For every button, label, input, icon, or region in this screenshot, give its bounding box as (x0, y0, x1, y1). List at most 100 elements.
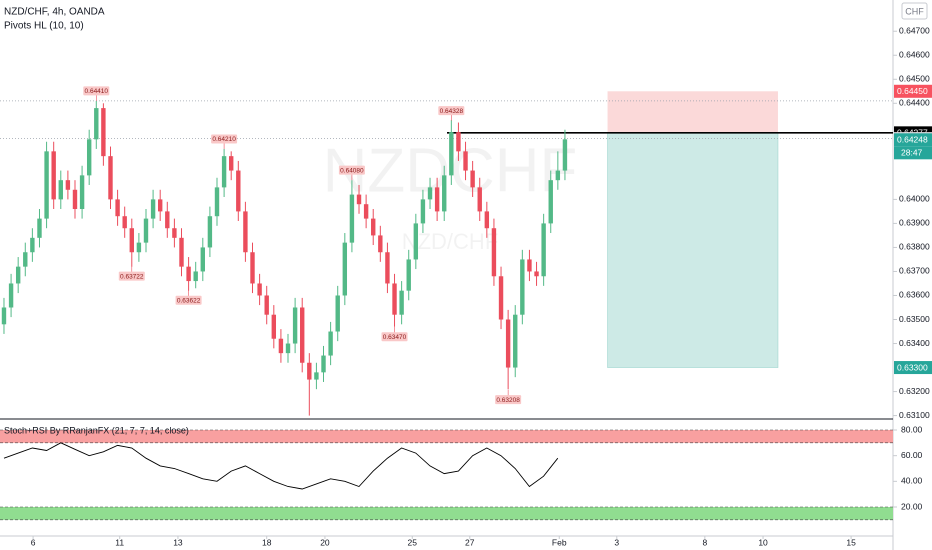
x-tick-label: 13 (173, 537, 183, 547)
candle-body (143, 218, 149, 243)
price-badge-label: 0.64450 (897, 86, 928, 96)
y-tick-label: 0.64600 (899, 50, 930, 60)
candle-body (221, 156, 227, 188)
currency-label[interactable]: CHF (905, 6, 924, 16)
candle-body (8, 283, 14, 308)
candle-body (292, 307, 298, 344)
candle-body (150, 199, 156, 219)
pivot-badge (338, 165, 365, 175)
x-tick-label: Feb (552, 537, 567, 547)
x-tick-label: 6 (31, 537, 36, 547)
candle-body (363, 204, 369, 219)
y-tick-label: 60.00 (901, 450, 923, 460)
candle-body (371, 218, 376, 236)
plot: 0.64410 0.64210 0.64080 0.64328 0.63722 0.636… (0, 86, 893, 521)
candle-body (335, 295, 340, 332)
pivot-label: 0.64328 (440, 108, 464, 115)
candle-body (193, 271, 198, 282)
candle-body (449, 132, 454, 176)
candle-body (477, 187, 482, 212)
candle-body (122, 216, 127, 229)
candle-body (15, 266, 21, 284)
candle-body (470, 170, 475, 188)
y-tick-label: 0.64700 (899, 25, 930, 35)
pivot-badge (83, 86, 110, 96)
x-tick-label: 25 (408, 537, 418, 547)
candle-body (58, 180, 63, 200)
x-tick-label: 11 (115, 537, 124, 547)
y-tick-label: 0.64000 (899, 194, 930, 204)
candle-body (420, 199, 426, 224)
candle-body (505, 319, 511, 368)
countdown: 28:47 (901, 148, 923, 158)
price-badge (894, 133, 932, 147)
price-badge-label: 0.64248 (897, 135, 928, 145)
x-tick-label: 3 (614, 537, 619, 547)
candle-body (30, 237, 35, 253)
candle-body (79, 175, 85, 209)
candle-body (207, 216, 213, 248)
x-tick-label: 10 (758, 537, 768, 547)
y-tick-label: 0.63100 (899, 410, 930, 420)
candle-body (463, 151, 468, 171)
candle-body (314, 372, 319, 380)
candle-body (23, 252, 28, 267)
candle-body (172, 228, 177, 238)
candle-body (498, 276, 504, 320)
candle-body (484, 211, 490, 229)
candle-body (271, 314, 277, 339)
candle-body (101, 108, 106, 157)
pivot-label: 0.64410 (85, 88, 109, 95)
y-tick-label: 20.00 (901, 501, 923, 511)
candle-body (250, 252, 255, 284)
y-tick-label: 0.64400 (899, 98, 930, 108)
pivot-label: 0.64080 (340, 167, 364, 174)
countdown-badge (894, 146, 932, 160)
currency-button[interactable] (901, 2, 928, 20)
candle-body (179, 237, 184, 267)
candle-body (413, 223, 419, 260)
candle-body (392, 283, 397, 315)
candle-body (427, 187, 433, 200)
candle-body (157, 199, 163, 212)
candle-body (356, 194, 362, 205)
candle-body (72, 189, 78, 209)
candle-body (328, 331, 333, 356)
y-tick-label: 0.63600 (899, 290, 930, 300)
candle-body (129, 228, 134, 253)
candle-body (520, 259, 525, 315)
candle-body (548, 180, 553, 224)
y-tick-label: 80.00 (901, 424, 923, 434)
y-tick-label: 0.63200 (899, 386, 930, 396)
candle-body (527, 259, 532, 272)
pivot-badge (211, 134, 238, 144)
pivot-label: 0.64210 (212, 136, 236, 143)
candle-body (399, 290, 404, 315)
pivot-label: 0.63622 (177, 297, 201, 304)
candle-body (108, 156, 113, 200)
candle-body (136, 242, 142, 253)
candle-body (285, 343, 291, 354)
candle-body (264, 295, 269, 315)
pivot-label: 0.63208 (496, 397, 520, 404)
candle-body (541, 223, 546, 277)
candle-body (86, 139, 92, 176)
y-tick-label: 0.63900 (899, 218, 930, 228)
candle-body (555, 170, 561, 181)
pivot-badge (175, 295, 202, 305)
y-tick-label: 0.63700 (899, 266, 930, 276)
pivot-label: 0.63470 (383, 334, 407, 341)
price-badge-label: 0.63300 (897, 362, 928, 372)
stoch-rsi-line (3, 442, 559, 490)
candle-body (94, 108, 99, 140)
candle-body (342, 242, 348, 296)
candle-body (243, 211, 248, 253)
pivot-badge (495, 395, 522, 405)
candle-body (406, 259, 411, 291)
chart-title: NZD/CHF, 4h, OANDA (4, 7, 105, 18)
candle-body (491, 228, 497, 277)
candle-body (37, 218, 42, 238)
y-tick-label: 0.63500 (899, 314, 930, 324)
price-badge (894, 361, 932, 375)
